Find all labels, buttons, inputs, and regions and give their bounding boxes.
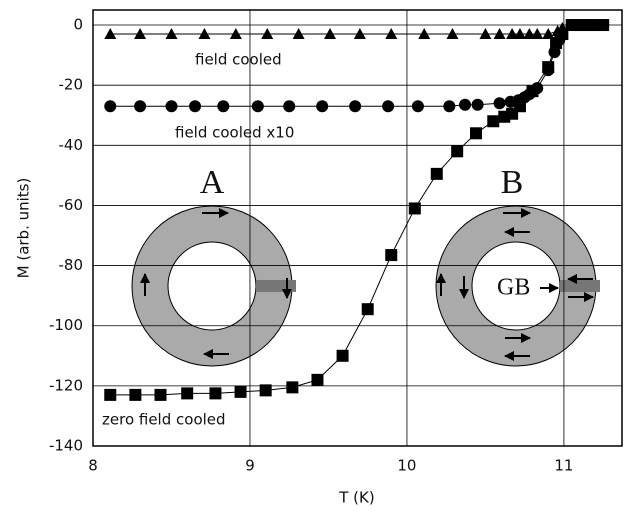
marker — [470, 127, 483, 140]
marker — [443, 100, 456, 113]
marker — [316, 100, 329, 113]
marker — [165, 28, 178, 40]
y-tick-label: -60 — [59, 196, 84, 214]
marker — [283, 100, 296, 113]
marker — [446, 28, 459, 40]
y-tick-label: -20 — [59, 76, 84, 94]
y-tick-label: -100 — [49, 316, 83, 334]
marker — [234, 385, 247, 398]
marker — [349, 100, 362, 113]
annotation: A — [200, 164, 225, 201]
marker — [408, 202, 421, 215]
marker — [261, 28, 274, 40]
marker — [259, 384, 272, 397]
marker — [479, 28, 492, 40]
x-tick-label: 10 — [397, 457, 416, 475]
marker — [550, 37, 563, 50]
marker — [336, 349, 349, 362]
marker — [586, 19, 599, 32]
marker — [451, 145, 464, 158]
x-axis-title: T (K) — [338, 489, 374, 507]
marker — [181, 387, 194, 400]
x-tick-label: 11 — [554, 457, 573, 475]
marker — [487, 115, 500, 128]
marker — [198, 28, 211, 40]
marker — [493, 97, 506, 110]
marker — [134, 100, 147, 113]
marker — [506, 107, 519, 120]
marker — [251, 100, 264, 113]
annotation: B — [501, 164, 524, 201]
y-tick-label: 0 — [73, 16, 83, 34]
x-tick-label: 9 — [245, 457, 255, 475]
marker — [506, 28, 519, 40]
series-label: field cooled x10 — [175, 124, 294, 142]
marker — [154, 388, 167, 401]
marker — [209, 387, 222, 400]
marker — [575, 19, 588, 32]
ring-a — [132, 206, 292, 366]
marker — [418, 28, 431, 40]
marker — [382, 100, 395, 113]
x-tick-label: 8 — [88, 457, 98, 475]
marker — [459, 98, 472, 111]
marker — [430, 167, 443, 180]
marker — [411, 100, 424, 113]
marker — [556, 28, 569, 41]
marker — [542, 28, 555, 40]
marker — [324, 28, 337, 40]
marker — [217, 100, 230, 113]
y-tick-label: -120 — [49, 376, 83, 394]
marker — [597, 19, 610, 32]
series-label: field cooled — [195, 51, 282, 69]
ring-a-inner — [167, 241, 257, 331]
marker — [493, 28, 506, 40]
marker — [165, 100, 178, 113]
marker — [189, 100, 202, 113]
marker — [286, 381, 299, 394]
marker — [311, 373, 324, 386]
junction-a — [256, 280, 296, 292]
marker — [542, 61, 555, 74]
marker — [134, 28, 147, 40]
marker — [548, 46, 561, 59]
marker — [513, 100, 526, 113]
marker — [523, 28, 536, 40]
marker — [292, 28, 305, 40]
marker — [513, 28, 526, 40]
series-label: zero field cooled — [102, 411, 226, 429]
marker — [104, 388, 117, 401]
y-tick-label: -140 — [49, 437, 83, 455]
marker — [129, 388, 142, 401]
junction-b — [560, 280, 600, 292]
marker — [385, 249, 398, 262]
marker — [385, 28, 398, 40]
annotation: GB — [497, 275, 530, 301]
marker — [565, 19, 578, 32]
marker — [361, 303, 374, 316]
marker — [471, 98, 484, 111]
marker — [531, 28, 544, 40]
y-tick-label: -40 — [59, 136, 84, 154]
plot-frame — [92, 9, 623, 447]
marker — [104, 100, 117, 113]
marker — [104, 28, 117, 40]
y-tick-label: -80 — [59, 256, 84, 274]
y-axis-title: M (arb. units) — [15, 178, 33, 279]
marker — [526, 85, 539, 98]
ring-diagrams — [131, 205, 600, 367]
marker — [229, 28, 242, 40]
marker — [353, 28, 366, 40]
